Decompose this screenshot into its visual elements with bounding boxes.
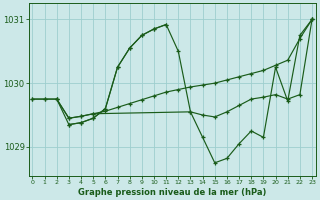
X-axis label: Graphe pression niveau de la mer (hPa): Graphe pression niveau de la mer (hPa) [78, 188, 267, 197]
